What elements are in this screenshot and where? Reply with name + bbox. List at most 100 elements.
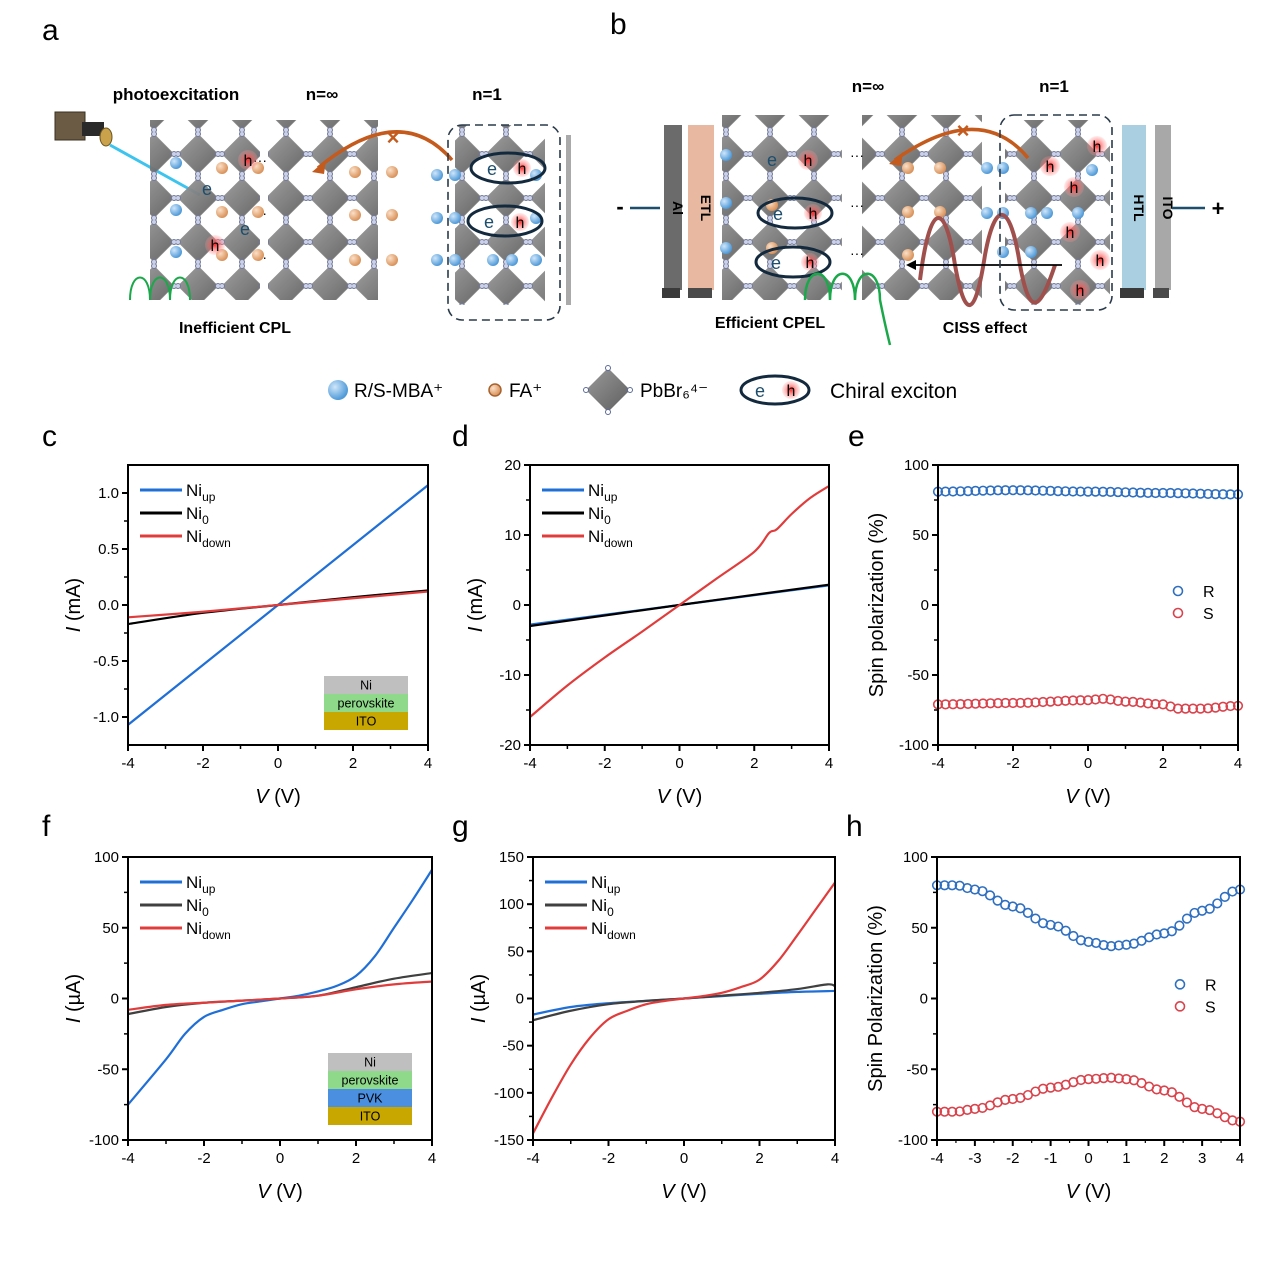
data-point-S (1037, 1083, 1049, 1094)
y-tick-label: 0.0 (98, 597, 119, 614)
data-point-S (1075, 695, 1086, 706)
inset-layer-label: Ni (360, 679, 372, 693)
y-axis-symbol: I (63, 1017, 85, 1023)
data-point-S (1227, 1115, 1238, 1126)
data-point-S (1015, 697, 1026, 709)
data-point-R (1120, 487, 1131, 498)
data-point-R (1097, 486, 1109, 497)
y-axis-label: I (mA) (63, 578, 85, 632)
panel-label-c: c (42, 420, 57, 453)
x-tick-label: -4 (931, 755, 944, 772)
x-tick-label: -2 (1006, 755, 1019, 772)
x-tick-label: 4 (1236, 1150, 1244, 1167)
data-point-R (1212, 898, 1223, 909)
y-tick-label: 100 (499, 896, 524, 913)
x-tick-label: 0 (274, 755, 282, 772)
series-R (932, 485, 1244, 500)
data-point-R (1121, 939, 1132, 950)
lattice-block-1 (722, 115, 842, 300)
y-tick-label: 0 (111, 991, 119, 1008)
legend-name: Ni (591, 896, 607, 915)
y-tick-label: 0.5 (98, 541, 119, 558)
svg-text:h: h (1070, 180, 1079, 197)
data-point-S (1181, 1097, 1193, 1108)
y-tick-label: 10 (504, 527, 521, 544)
x-tick-label: -2 (602, 1150, 615, 1167)
x-tick-label: 0 (675, 755, 683, 772)
data-point-S (947, 699, 959, 710)
series-R (931, 880, 1246, 952)
legend-name: Ni (591, 919, 607, 938)
panel-label-h: h (846, 810, 863, 843)
legend-sub: up (607, 882, 621, 896)
data-point-R (1022, 907, 1034, 918)
legend-label-0: Ni0 (186, 896, 209, 919)
data-point-R (1000, 485, 1011, 496)
inset-layer-ito (328, 1107, 412, 1125)
data-point-S (1195, 703, 1206, 714)
ellipsis: ··· (850, 245, 864, 261)
octahedron-icon (583, 365, 633, 415)
x-tick-label: 4 (831, 1150, 839, 1167)
x-tick-label: 0 (680, 1150, 688, 1167)
y-tick-label: 0 (921, 597, 929, 614)
x-axis-unit: (V) (670, 786, 702, 808)
data-point-S (1187, 703, 1199, 714)
data-point-R (970, 485, 981, 497)
schematic-diagram: photoexcitation n=∞ n=1 ··· ··· ··· h (54, 77, 1224, 415)
legend-sub: up (604, 490, 618, 504)
y-axis-symbol: I (63, 626, 85, 632)
legend-name: Ni (591, 873, 607, 892)
schematic-a: photoexcitation n=∞ n=1 ··· ··· ··· h (54, 85, 571, 337)
x-axis-label: V (V) (1066, 1181, 1112, 1203)
n1-dashed-box (447, 124, 561, 321)
y-tick-label: -100 (494, 1085, 524, 1102)
data-point-R (1030, 913, 1041, 924)
data-point-S (1097, 693, 1109, 704)
data-point-S (992, 698, 1004, 709)
chart-g: -4 -2 0 2 4 -150 -100 -50 0 50 100 150 V (V) I (µA) Ni… (468, 849, 839, 1203)
lattice-block-2 (268, 120, 378, 300)
legend-sub: up (202, 490, 216, 504)
y-tick-label: 50 (911, 920, 928, 937)
data-point-R (992, 895, 1003, 906)
data-point-S (940, 699, 951, 710)
legend-sub: 0 (202, 905, 209, 919)
y-tick-label: 100 (94, 849, 119, 866)
data-point-S (977, 698, 989, 709)
x-axis-unit: (V) (1079, 1181, 1111, 1203)
legend-marker-R (1172, 585, 1184, 597)
legend-marker-R (1174, 979, 1186, 990)
y-tick-label: 0 (516, 991, 524, 1008)
data-point-S (1180, 703, 1191, 714)
svg-text:h: h (211, 238, 220, 255)
y-tick-label: -50 (502, 1038, 524, 1055)
data-point-R (1210, 489, 1221, 500)
y-tick-label: 100 (904, 457, 929, 474)
data-point-S (1197, 1103, 1208, 1114)
legend-label-R: R (1205, 977, 1217, 994)
fa-cation-icon (488, 383, 502, 397)
x-axis-unit: (V) (1079, 786, 1111, 808)
svg-text:h: h (787, 383, 796, 400)
y-axis-label: Spin Polarization (%) (865, 905, 887, 1092)
data-point-R (1053, 921, 1064, 932)
data-point-R (1015, 903, 1026, 914)
svg-text:h: h (804, 153, 813, 170)
legend-sub: down (202, 536, 231, 550)
inset-layer-perovskite (328, 1071, 412, 1089)
data-point-R (1022, 485, 1034, 496)
data-point-S (1007, 1093, 1018, 1105)
x-tick-label: -4 (121, 755, 134, 772)
x-tick-label: -4 (121, 1150, 134, 1167)
x-tick-label: -4 (930, 1150, 943, 1167)
data-point-S (1121, 1074, 1132, 1085)
series-line-down (128, 590, 428, 619)
panel-label-g: g (452, 810, 469, 843)
data-point-R (1106, 941, 1117, 952)
chiral-exciton: e h (469, 151, 547, 185)
plot-frame (936, 856, 1241, 1141)
data-point-S (1142, 698, 1154, 709)
legend-label-S: S (1203, 606, 1214, 623)
